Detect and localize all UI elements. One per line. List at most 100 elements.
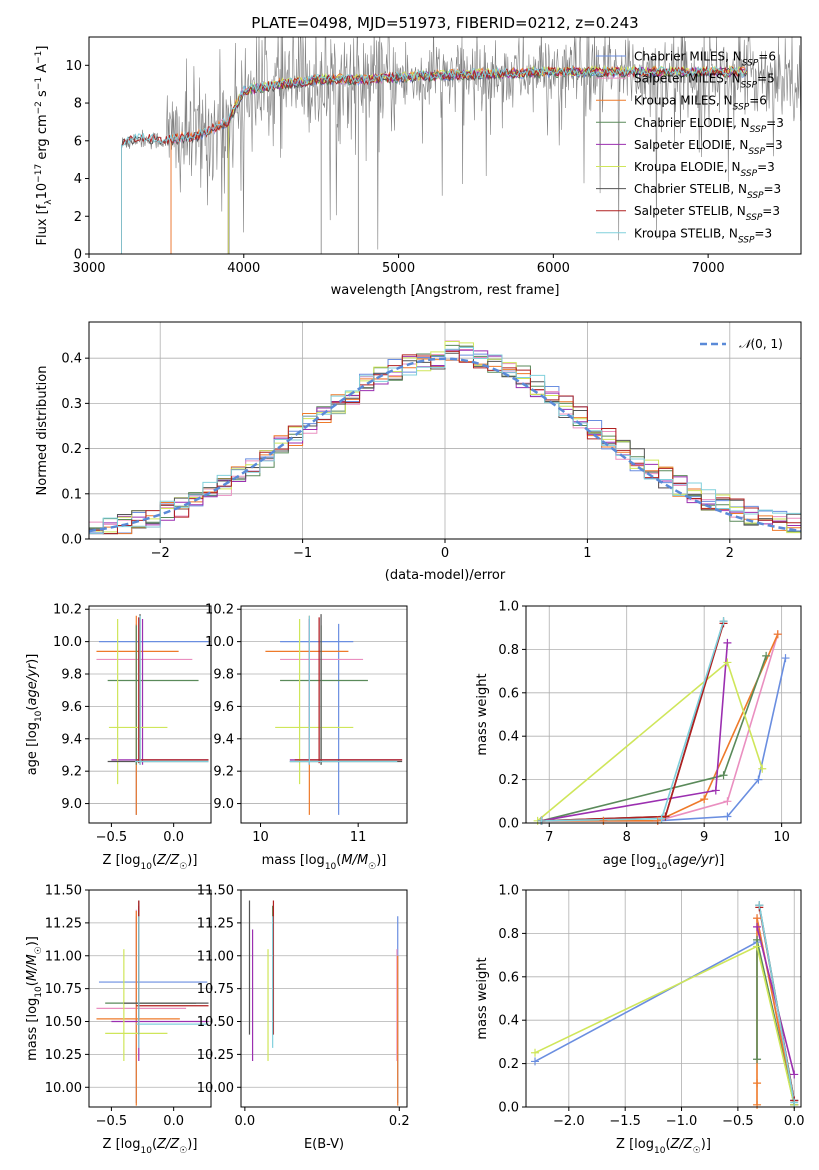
- data-marker: [723, 658, 732, 667]
- label-part: (: [152, 1137, 157, 1152]
- label-part: E(B-V): [304, 1137, 344, 1152]
- y-tick-label: 0: [74, 248, 82, 263]
- series-line-chabrier-stelib: [541, 620, 725, 822]
- y-tick-label: 11.50: [45, 884, 82, 899]
- plot-area: [534, 905, 795, 1105]
- y-tick-label: 0.8: [498, 927, 519, 942]
- residual-histogram-panel: −2 −1 0 1 2 0.0 0.1 0.2 0.3 0.4 (data-model)/error…: [35, 321, 802, 583]
- mass-vs-metallicity-panel: −0.5 0.0 10.00 10.25 10.50 10.75 11.00 11.25 11.…: [25, 884, 212, 1156]
- y-tick-label: 10.2: [205, 603, 234, 618]
- model-spectrum-kroupa-stelib: [121, 65, 748, 147]
- x-tick-label: −2: [151, 546, 170, 561]
- y-tick-label: 9.0: [61, 797, 82, 812]
- series-line-kroupa-elodie: [534, 945, 795, 1105]
- data-marker: [657, 814, 666, 823]
- label-part: 10: [34, 986, 44, 998]
- x-axis-label: (data-model)/error: [385, 568, 506, 583]
- y-tick-label: 10.50: [45, 1015, 82, 1030]
- y-tick-label: 10: [65, 59, 82, 74]
- legend-tail: =3: [762, 204, 780, 218]
- data-marker: [753, 1079, 762, 1088]
- plot-area: [265, 614, 403, 815]
- label-part: ☉: [693, 1146, 701, 1156]
- y-axis-label: age [log10(age/yr)]: [25, 654, 44, 776]
- series-line-salpeter-stelib: [541, 623, 725, 822]
- label-part: )]: [25, 936, 40, 946]
- label-part: wavelength [Angstrom, rest frame]: [331, 283, 560, 298]
- label-part: s: [35, 90, 50, 101]
- x-tick-label: 0.0: [235, 1114, 256, 1129]
- normal-distribution-curve: [89, 357, 801, 533]
- legend-text: Salpeter STELIB, N: [634, 204, 746, 218]
- figure-title: PLATE=0498, MJD=51973, FIBERID=0212, z=0…: [251, 14, 638, 32]
- legend-text: Chabrier MILES, N: [634, 50, 742, 64]
- legend-tail: =6: [758, 50, 776, 64]
- spectrum-panel: 3000 4000 5000 6000 7000 0 2 4 6 8 10 wavelength [A…: [34, 36, 802, 298]
- mass-vs-extinction-panel: 0.0 0.2 10.00 10.25 10.50 10.75 11.00 11.25 11.5…: [197, 884, 410, 1153]
- series-line-chabrier-elodie: [541, 655, 767, 822]
- y-tick-label: 10.75: [197, 982, 234, 997]
- series-line-salpeter-miles: [541, 633, 779, 822]
- label-part: 10: [654, 1146, 666, 1156]
- data-marker: [531, 1057, 540, 1066]
- x-axis-label: Z [log10(Z/Z☉)]: [103, 1137, 198, 1156]
- x-tick-label: −0.5: [722, 1114, 754, 1129]
- legend-text: Chabrier STELIB, N: [634, 182, 747, 196]
- legend-tail: =5: [757, 72, 775, 86]
- x-tick-label: 6000: [537, 261, 570, 276]
- label-part: 10: [34, 710, 44, 722]
- series-line-kroupa-miles: [541, 633, 779, 822]
- label-part: λ: [44, 199, 54, 205]
- data-marker: [723, 638, 732, 647]
- x-tick-label: 7000: [692, 261, 725, 276]
- label-part: )]: [376, 853, 386, 868]
- axes-frame: [88, 605, 212, 824]
- x-axis-label: Z [log10(Z/Z☉)]: [103, 853, 198, 872]
- legend-sub: SSP: [748, 147, 765, 157]
- legend-text: Salpeter MILES, N: [634, 72, 741, 86]
- x-tick-label: 1: [583, 546, 591, 561]
- label-part: 10: [325, 862, 337, 872]
- data-marker: [753, 1055, 762, 1064]
- data-marker: [753, 942, 762, 951]
- observed-spectrum-line: [121, 37, 801, 250]
- x-tick-label: 0.0: [784, 1114, 805, 1129]
- label-part: (: [667, 853, 672, 868]
- legend-tail: =3: [757, 160, 775, 174]
- y-tick-label: 1.0: [498, 884, 519, 899]
- y-tick-label: 0.6: [498, 970, 519, 985]
- x-tick-label: 0.2: [389, 1114, 410, 1129]
- label-part: )]: [187, 853, 197, 868]
- data-marker: [531, 1048, 540, 1057]
- label-part: age [log: [25, 722, 40, 775]
- data-marker: [700, 795, 709, 804]
- data-marker: [719, 771, 728, 780]
- x-tick-label: 3000: [72, 261, 105, 276]
- legend-tail: =3: [764, 182, 782, 196]
- label-part: 10: [35, 183, 50, 200]
- y-tick-label: 0.4: [498, 1014, 519, 1029]
- y-tick-label: 0.2: [498, 773, 519, 788]
- y-tick-label: 9.6: [213, 700, 234, 715]
- x-tick-label: 9: [700, 830, 708, 845]
- y-axis-label: mass weight: [475, 957, 490, 1039]
- legend-text: Kroupa ELODIE, N: [634, 160, 741, 174]
- label-part: )]: [701, 1137, 711, 1152]
- series-line-kroupa-stelib: [541, 620, 725, 822]
- y-tick-label: 10.50: [197, 1015, 234, 1030]
- massweight-vs-metallicity-panel: −2.0 −1.5 −1.0 −0.5 0.0 0.0 0.2 0.4 0.6 0.8 1.0 Z […: [475, 884, 805, 1157]
- data-marker: [753, 1100, 762, 1109]
- y-tick-label: 9.2: [213, 765, 234, 780]
- label-part: )]: [25, 654, 40, 664]
- model-spectrum-salpeter-stelib: [121, 65, 748, 147]
- y-tick-label: 6: [74, 134, 82, 149]
- legend-text: Kroupa STELIB, N: [634, 226, 738, 240]
- label-part: −2: [34, 101, 44, 114]
- y-tick-label: 9.0: [213, 797, 234, 812]
- label-part: Z/Z: [670, 1137, 694, 1152]
- x-tick-label: 4000: [227, 261, 260, 276]
- age-vs-metallicity-panel: −0.5 0.09.09.29.49.69.810.010.2Z [log10(Z…: [25, 603, 212, 872]
- y-tick-label: 0.0: [498, 817, 519, 832]
